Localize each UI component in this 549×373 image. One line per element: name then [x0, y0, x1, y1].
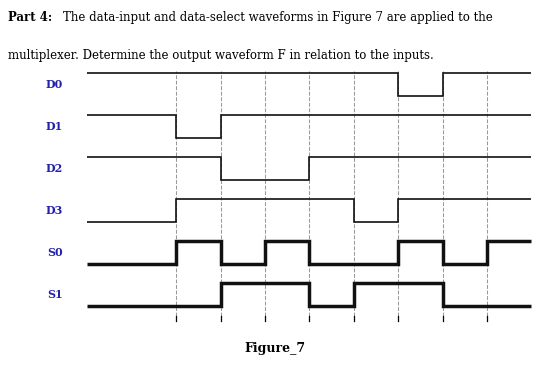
- Text: D2: D2: [46, 163, 63, 174]
- Text: multiplexer. Determine the output waveform F in relation to the inputs.: multiplexer. Determine the output wavefo…: [8, 49, 434, 62]
- Text: D3: D3: [46, 205, 63, 216]
- Text: The data-input and data-select waveforms in Figure 7 are applied to the: The data-input and data-select waveforms…: [63, 11, 493, 24]
- Text: D1: D1: [46, 121, 63, 132]
- Text: Part 4:: Part 4:: [8, 11, 53, 24]
- Text: S0: S0: [47, 247, 63, 258]
- Text: D0: D0: [46, 79, 63, 90]
- Text: S1: S1: [47, 289, 63, 300]
- Text: Figure_7: Figure_7: [244, 342, 305, 355]
